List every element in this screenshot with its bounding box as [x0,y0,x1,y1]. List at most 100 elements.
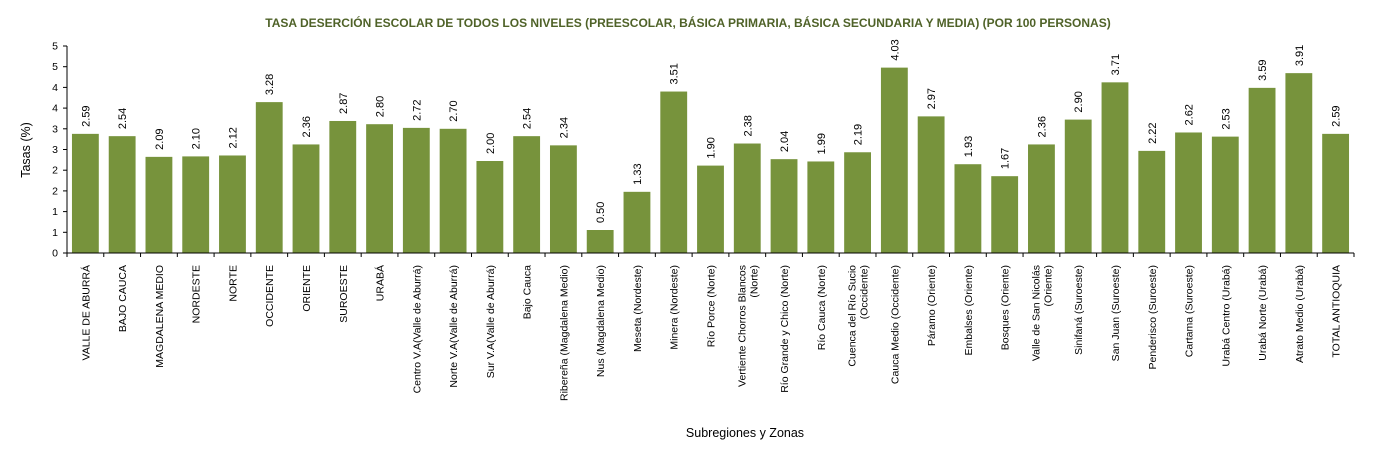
bar [402,127,430,253]
y-axis-title: Tasas (%) [19,122,33,178]
bar [366,124,393,253]
value-label: 2.97 [926,88,938,109]
x-tick-label: Bosques (Oriente) [1000,265,1012,350]
bar [1138,150,1166,253]
x-tick-label: Atrato Medio (Urabá) [1294,265,1306,363]
x-tick-label: Bajo Cauca [522,265,534,319]
value-label: 2.19 [853,124,865,145]
x-tick-label: Sinifaná (Suroeste) [1073,265,1085,355]
value-label: 2.22 [1147,122,1159,143]
value-label: 2.54 [522,108,534,129]
bar [108,136,136,253]
bar [255,102,283,254]
value-label: 2.36 [301,116,313,137]
bar [182,156,210,253]
x-tick-label: OCCIDENTE [264,265,276,327]
y-tick-label: 4 [52,103,58,115]
x-tick-label: Río Grande y Chico (Norte) [779,265,791,393]
x-tick-label: Sur V.A(Valle de Aburrá) [485,265,497,378]
value-label: 1.33 [632,163,644,184]
x-tick-label: Urabá Centro (Urabá) [1220,265,1232,367]
bar [1064,119,1092,253]
bar [329,120,357,253]
value-label: 4.03 [889,39,901,60]
value-label: 2.12 [227,127,239,148]
bar [476,161,504,253]
bar [1285,73,1313,253]
value-label: 2.59 [80,105,92,126]
x-tick-label: Río Cauca (Norte) [816,265,828,350]
value-label: 3.71 [1110,54,1122,75]
bar [71,133,99,253]
value-label: 2.00 [485,133,497,154]
x-tick-label: Cuenca del Río Sucio [847,265,859,367]
bar [844,152,871,253]
value-label: 2.54 [117,108,129,129]
x-tick-label: Cartama (Suroeste) [1184,265,1196,357]
y-tick-label: 5 [52,41,58,53]
x-tick-label: Cauca Medio (Occidente) [889,265,901,384]
bar [917,116,945,253]
value-label: 2.59 [1331,105,1343,126]
y-tick-label: 3 [52,144,58,156]
value-label: 0.50 [595,202,607,223]
bar [439,128,467,253]
value-label: 2.09 [154,128,166,149]
bar [807,161,835,253]
y-tick-label: 4 [52,82,58,94]
x-tick-label: TOTAL ANTIOQUIA [1331,265,1343,358]
x-tick-label: ORIENTE [301,265,313,312]
bar [770,159,798,253]
value-label: 1.99 [816,133,828,154]
y-tick-label: 2 [52,165,58,177]
value-label: 3.59 [1257,59,1269,80]
y-tick-label: 1 [52,227,58,239]
x-tick-label: Norte V.A(Valle de Aburrá) [448,265,460,388]
x-tick-label: Meseta (Nordeste) [632,265,644,352]
value-label: 2.80 [375,96,387,117]
value-label: 2.72 [411,99,423,120]
value-label: 2.53 [1220,108,1232,129]
bar [991,176,1019,253]
x-tick-label: Embalses (Oriente) [963,265,975,355]
bars-group [71,67,1350,254]
y-tick-label: 1 [52,206,58,218]
value-label: 1.93 [963,136,975,157]
x-tick-label: Minera (Nordeste) [669,265,681,350]
value-label: 3.51 [669,63,681,84]
x-tick-label: Ribereña (Magdalena Medio) [558,265,570,401]
value-label: 2.87 [338,93,350,114]
bar [623,191,651,253]
value-label: 2.62 [1184,104,1196,125]
bar [145,156,173,253]
x-tick-label: URABÁ [374,265,387,301]
value-label: 2.36 [1036,116,1048,137]
bar [549,145,577,253]
bar [733,143,761,253]
bar [660,91,688,253]
y-ticks-group: 0 1 1 2 2 3 3 4 4 5 5 [52,41,67,260]
value-label: 2.04 [779,131,791,152]
y-tick-label: 0 [52,248,58,260]
x-axis-title: Subregiones y Zonas [686,426,804,440]
x-tick-label: Páramo (Oriente) [926,265,938,346]
bar [954,164,982,253]
x-tick-label: NORDESTE [191,265,203,323]
y-tick-label: 3 [52,123,58,135]
value-label: 1.67 [1000,148,1012,169]
bar [697,165,724,253]
chart-title: TASA DESERCIÓN ESCOLAR DE TODOS LOS NIVE… [265,15,1110,30]
bar [513,136,541,253]
value-label: 2.34 [558,117,570,138]
value-label: 3.28 [264,74,276,95]
x-tick-label: BAJO CAUCA [117,265,129,332]
bar [219,155,246,253]
y-tick-label: 5 [52,61,58,73]
bar [1322,133,1350,253]
x-tick-label: (Norte) [748,265,760,298]
value-label: 2.70 [448,100,460,121]
x-tick-label: MAGDALENA MEDIO [154,265,166,368]
x-tick-label: Nus (Magdalena Medio) [595,265,607,377]
value-label: 1.90 [706,137,718,158]
